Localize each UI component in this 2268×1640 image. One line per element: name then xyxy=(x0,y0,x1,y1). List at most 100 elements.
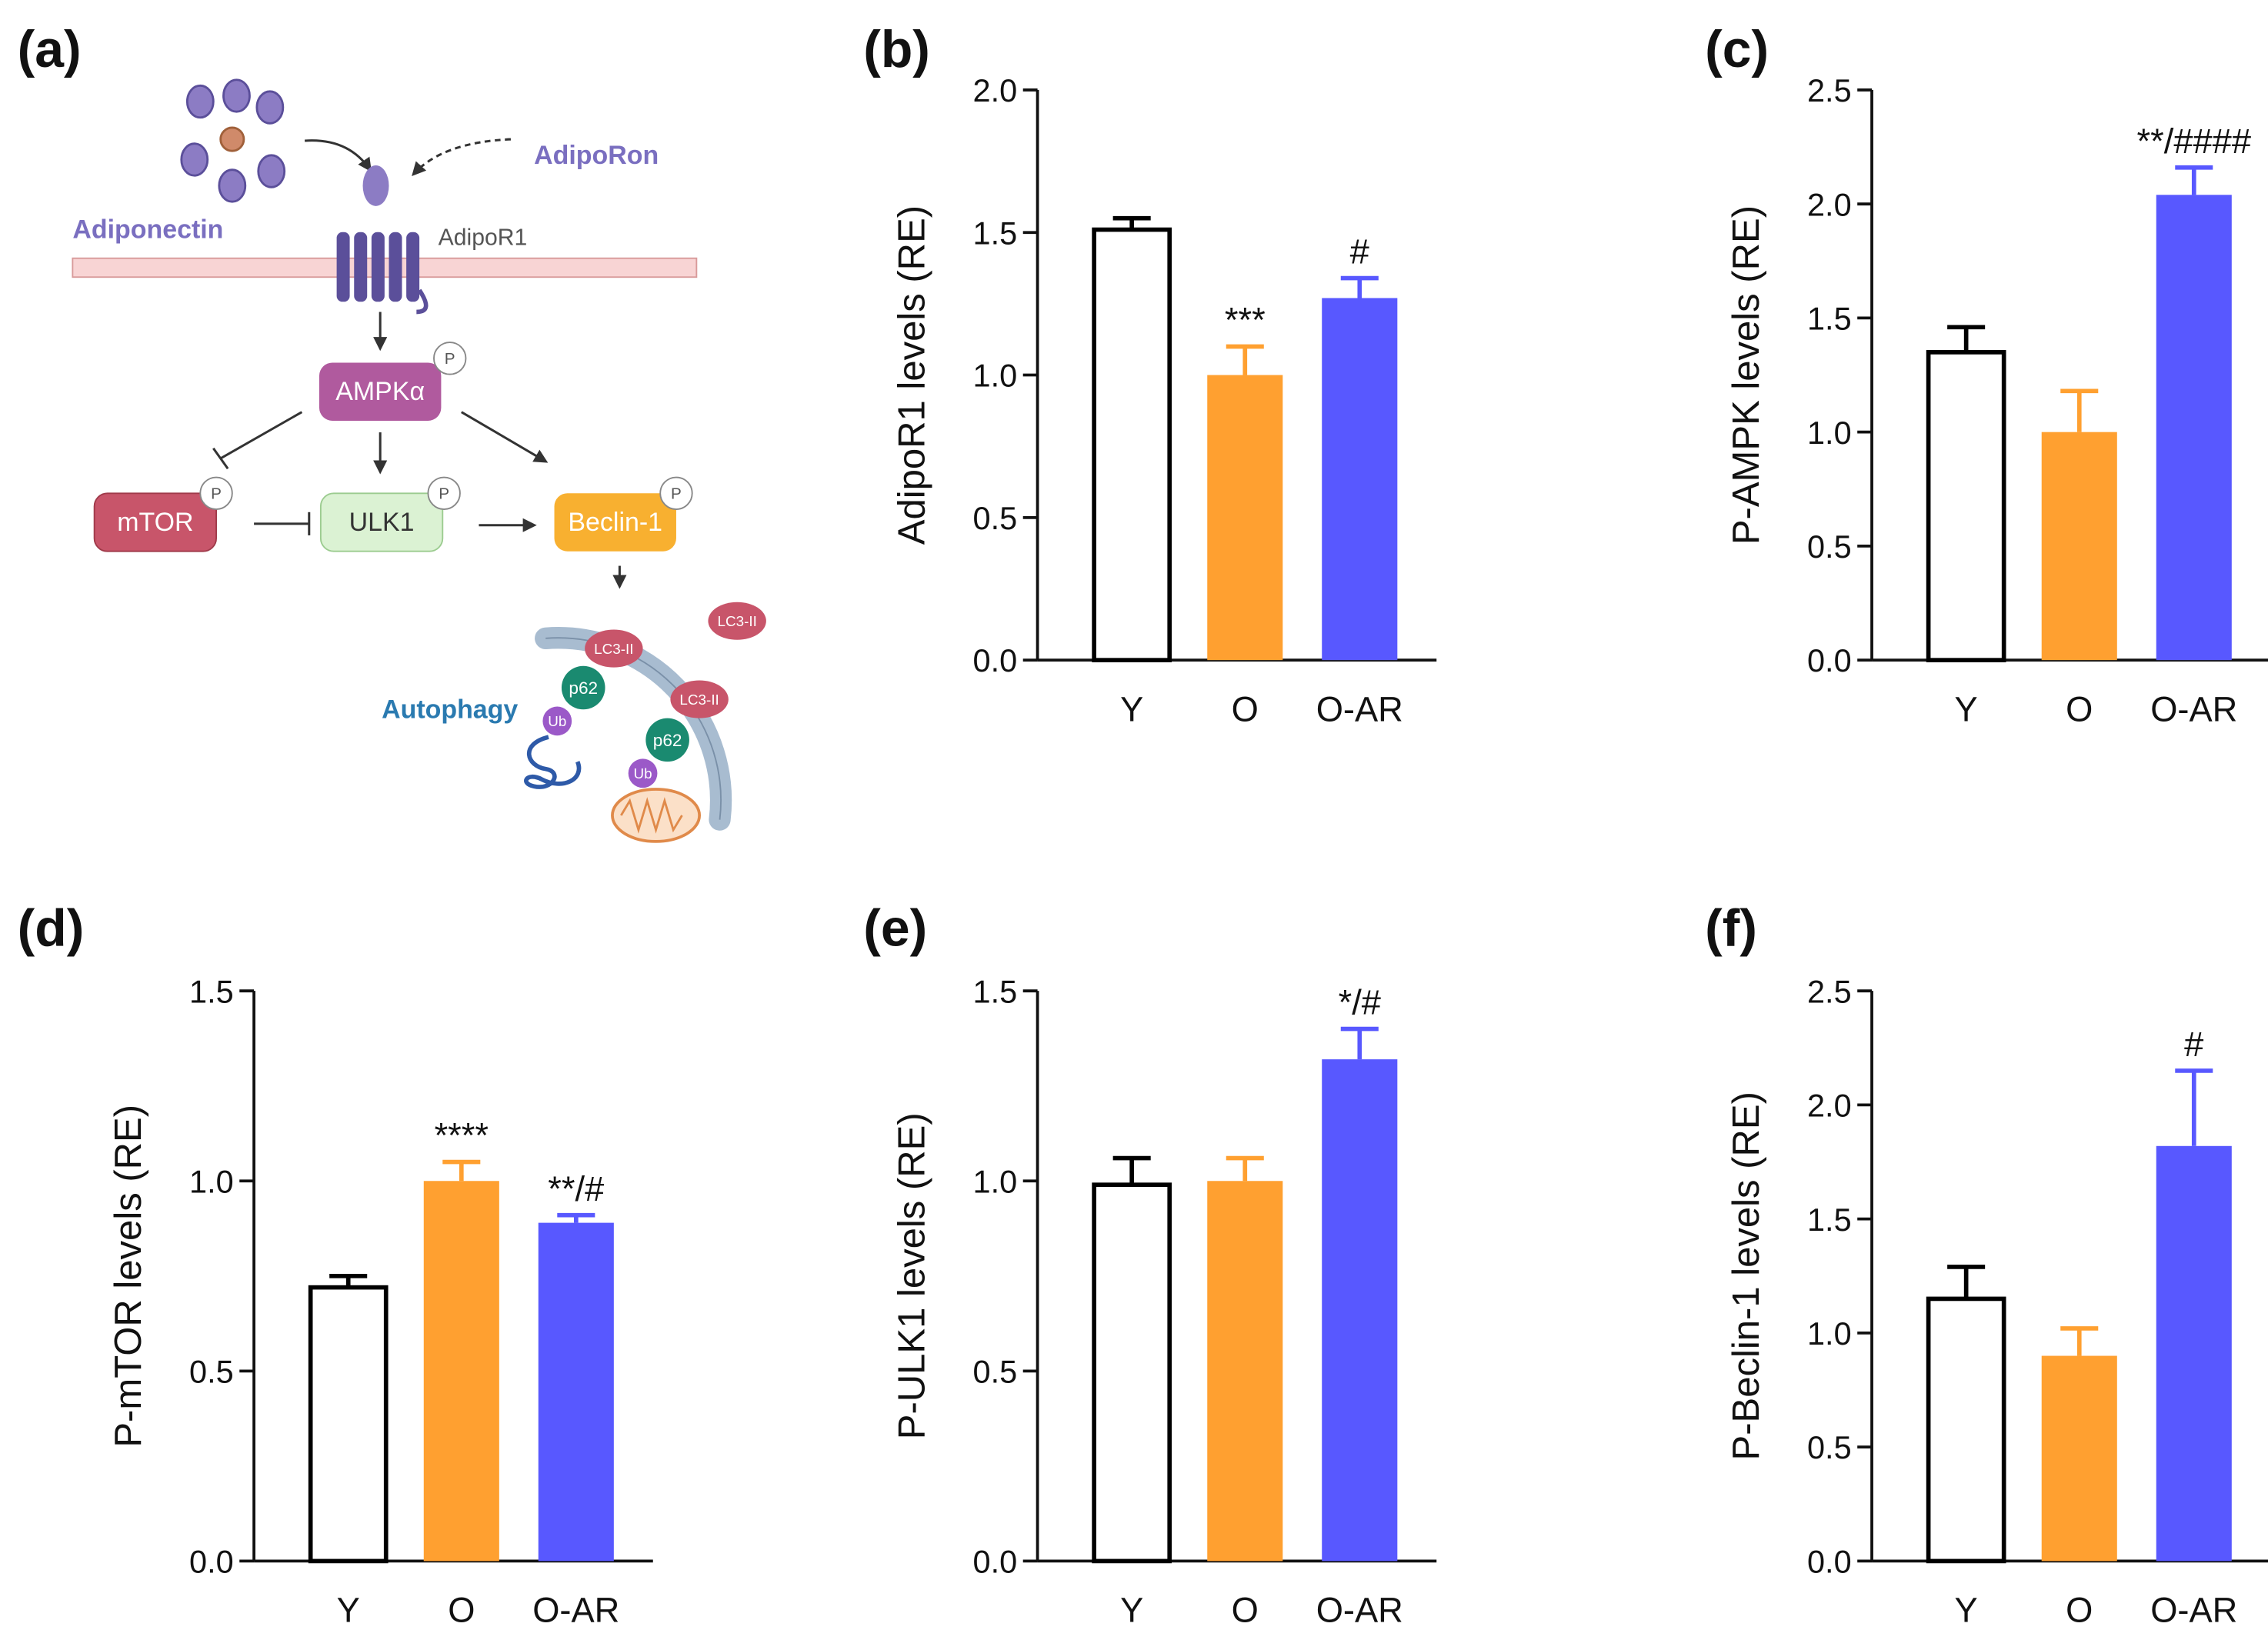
y-tick-label: 0.0 xyxy=(973,642,1018,678)
panel-label: (b) xyxy=(863,21,930,78)
node xyxy=(554,493,676,552)
y-axis-label: P-mTOR levels (RE) xyxy=(108,1105,149,1448)
y-tick-label: 1.5 xyxy=(1807,301,1852,337)
lc3 xyxy=(585,629,643,668)
x-tick-label: O-AR xyxy=(2150,1591,2237,1630)
panel-label: (f) xyxy=(1705,900,1757,958)
p62-label: p62 xyxy=(653,731,682,750)
y-tick-label: 2.0 xyxy=(973,72,1018,108)
bar xyxy=(1322,298,1398,661)
bar xyxy=(2156,1145,2232,1562)
x-tick-label: Y xyxy=(337,1591,360,1630)
significance: # xyxy=(1350,232,1369,272)
y-tick-label: 0.5 xyxy=(973,500,1018,536)
ligand-label: Adiponectin xyxy=(72,215,223,244)
significance: */# xyxy=(1339,983,1381,1022)
bar xyxy=(538,1222,614,1562)
phospho xyxy=(199,476,233,510)
bar xyxy=(2156,195,2232,661)
ub-label: Ub xyxy=(634,765,652,782)
x-tick-label: O-AR xyxy=(2150,689,2237,728)
lc3-label: LC3-II xyxy=(717,613,756,629)
lc3-label: LC3-II xyxy=(679,692,719,708)
x-tick-label: O-AR xyxy=(1316,1591,1403,1630)
y-tick-label: 1.5 xyxy=(973,973,1018,1009)
phospho-label: P xyxy=(671,485,682,503)
phospho-label: P xyxy=(439,485,449,503)
lc3 xyxy=(670,680,729,718)
y-tick-label: 1.0 xyxy=(973,358,1018,394)
x-tick-label: O-AR xyxy=(1316,689,1403,728)
adiponectin-icon xyxy=(180,78,286,203)
y-axis-label: P-ULK1 levels (RE) xyxy=(891,1112,932,1439)
y-tick-label: 1.5 xyxy=(189,973,234,1009)
y-tick-label: 0.5 xyxy=(1807,528,1852,565)
panel-label: (e) xyxy=(863,900,927,958)
y-tick-label: 0.5 xyxy=(1807,1429,1852,1465)
bar xyxy=(2041,432,2117,661)
process-label: Autophagy xyxy=(382,695,518,725)
significance: # xyxy=(2184,1025,2203,1064)
y-tick-label: 1.0 xyxy=(189,1163,234,1199)
p62 xyxy=(561,665,605,710)
node-label: AMPKα xyxy=(335,377,425,406)
bar xyxy=(1322,1059,1398,1562)
bar xyxy=(1207,375,1283,661)
mitochondrion xyxy=(611,788,702,843)
node-label: Beclin-1 xyxy=(568,508,662,537)
phospho-label: P xyxy=(211,485,222,503)
node xyxy=(319,492,444,552)
diagram: (a) AdipoRon Adiponectin AdipoR1 AMPKα P… xyxy=(18,21,766,843)
bar xyxy=(308,1285,389,1564)
inhibit-bar xyxy=(212,447,229,470)
bar xyxy=(1207,1181,1283,1562)
significance: **/# xyxy=(548,1169,604,1208)
x-tick-label: O xyxy=(1232,1591,1259,1630)
bar xyxy=(1092,227,1172,662)
y-tick-label: 2.5 xyxy=(1807,72,1852,108)
y-tick-label: 0.0 xyxy=(1807,642,1852,678)
y-tick-label: 0.5 xyxy=(973,1353,1018,1389)
y-axis-label: P-Beclin-1 levels (RE) xyxy=(1726,1092,1767,1460)
significance: **** xyxy=(435,1116,489,1155)
y-axis-label: P-AMPK levels (RE) xyxy=(1726,205,1767,545)
x-tick-label: O xyxy=(2066,1591,2093,1630)
node-label: mTOR xyxy=(117,508,193,537)
node xyxy=(93,492,218,552)
receptor-label: AdipoR1 xyxy=(439,225,528,251)
bar xyxy=(1926,350,2006,662)
y-tick-label: 2.0 xyxy=(1807,186,1852,222)
panel-label: (c) xyxy=(1705,21,1769,78)
receptor-icon xyxy=(336,165,429,315)
y-axis-label: AdipoR1 levels (RE) xyxy=(891,205,932,545)
arrow xyxy=(461,411,549,463)
phagophore-edge xyxy=(545,637,722,820)
significance: **/#### xyxy=(2137,122,2251,161)
node xyxy=(319,362,442,421)
bar xyxy=(423,1181,499,1562)
x-tick-label: Y xyxy=(1120,1591,1143,1630)
bar xyxy=(1092,1182,1172,1564)
x-tick-label: O-AR xyxy=(532,1591,619,1630)
bar xyxy=(2041,1355,2117,1562)
x-tick-label: Y xyxy=(1955,689,1978,728)
y-tick-label: 2.5 xyxy=(1807,973,1852,1009)
phospho xyxy=(427,476,461,510)
arrow xyxy=(305,139,372,172)
ub xyxy=(542,706,572,736)
phospho xyxy=(659,476,693,510)
x-tick-label: O xyxy=(2066,689,2093,728)
y-tick-label: 2.0 xyxy=(1807,1088,1852,1124)
y-tick-label: 1.0 xyxy=(1807,1315,1852,1352)
y-tick-label: 0.0 xyxy=(973,1543,1018,1579)
y-tick-label: 1.5 xyxy=(1807,1202,1852,1238)
protein xyxy=(524,735,582,789)
y-tick-label: 1.5 xyxy=(973,215,1018,251)
bar xyxy=(1926,1296,2006,1564)
phospho-label: P xyxy=(445,350,455,368)
x-tick-label: Y xyxy=(1120,689,1143,728)
panel-label: (d) xyxy=(18,900,85,958)
y-tick-label: 1.0 xyxy=(973,1163,1018,1199)
node-label: ULK1 xyxy=(349,508,415,537)
